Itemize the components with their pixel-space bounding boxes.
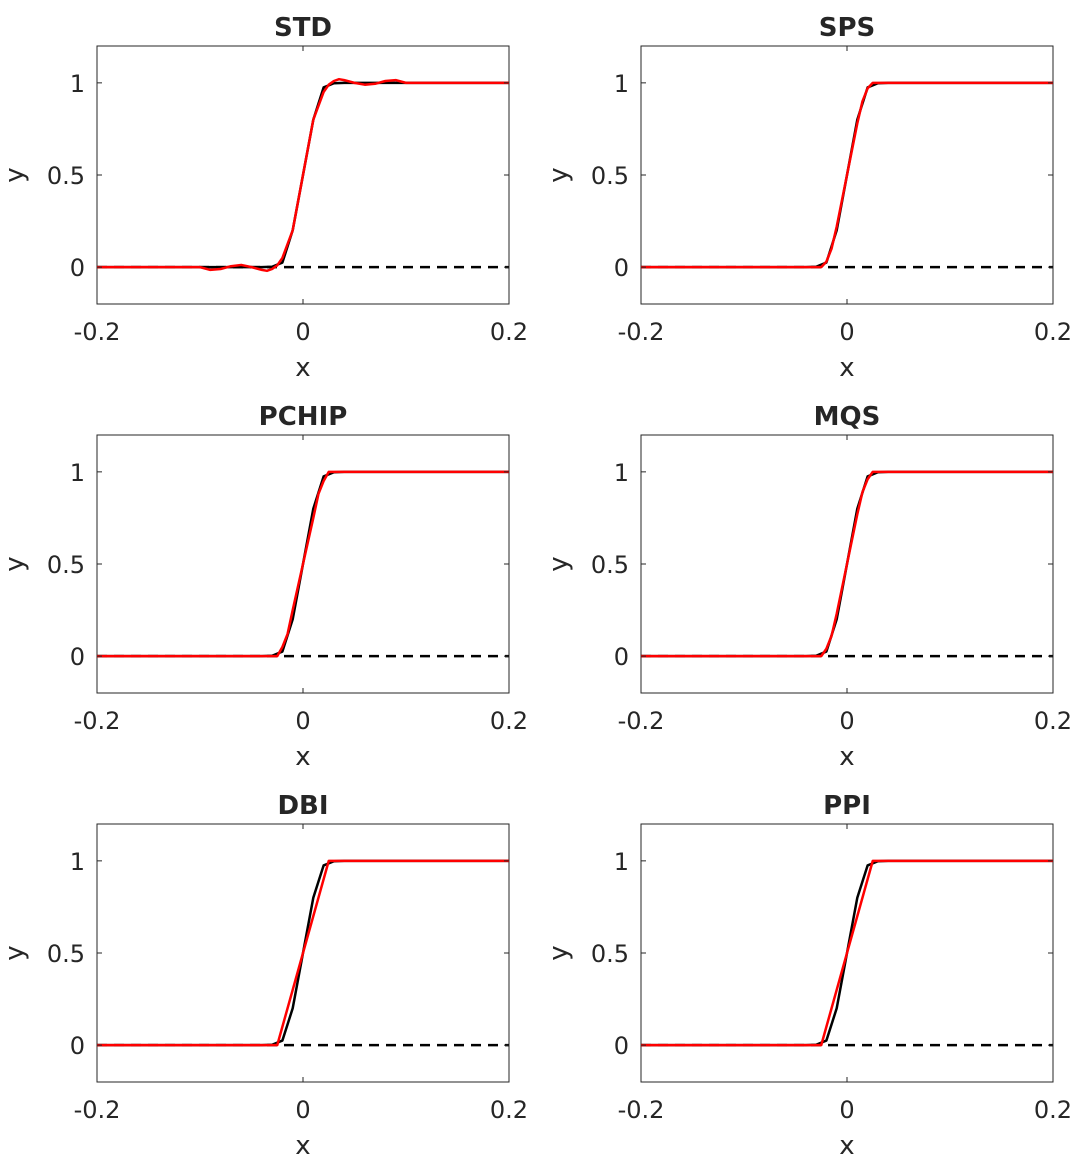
- x-tick-label: 0.2: [1034, 318, 1072, 346]
- y-tick-label: 0: [614, 643, 629, 671]
- subplot-pchip: -0.2 0 0.2 0 0.5 1 PCHIP x y: [0, 402, 528, 772]
- y-axis-label: y: [0, 167, 30, 182]
- y-tick-label: 0: [614, 254, 629, 282]
- y-tick-label: 1: [70, 848, 85, 876]
- y-tick-label: 0.5: [47, 940, 85, 968]
- x-axis-label: x: [295, 742, 310, 772]
- subplot-title: DBI: [277, 791, 328, 821]
- x-tick-label: 0: [839, 318, 854, 346]
- y-axis-label: y: [544, 945, 574, 960]
- subplot-sps: -0.2 0 0.2 0 0.5 1 SPS x y: [544, 13, 1072, 383]
- x-tick-label: 0.2: [490, 318, 528, 346]
- interpolant-curve: [97, 470, 509, 658]
- x-tick-label: 0.2: [490, 1096, 528, 1124]
- x-tick-label: 0.2: [1034, 707, 1072, 735]
- y-axis-label: y: [0, 945, 30, 960]
- x-axis-label: x: [295, 353, 310, 383]
- interpolant-curve: [97, 859, 509, 1047]
- x-axis-label: x: [839, 353, 854, 383]
- y-tick-label: 0: [614, 1032, 629, 1060]
- y-tick-label: 0.5: [47, 162, 85, 190]
- interpolant-curve: [641, 81, 1053, 269]
- y-tick-label: 0: [70, 643, 85, 671]
- x-tick-label: -0.2: [618, 707, 665, 735]
- subplot-title: MQS: [814, 402, 881, 432]
- y-axis-label: y: [0, 556, 30, 571]
- subplot-ppi: -0.2 0 0.2 0 0.5 1 PPI x y: [544, 791, 1072, 1161]
- y-tick-label: 1: [614, 459, 629, 487]
- subplot-title: SPS: [819, 13, 876, 43]
- y-tick-label: 0.5: [47, 551, 85, 579]
- subplot-title: PPI: [823, 791, 871, 821]
- y-tick-label: 0.5: [591, 162, 629, 190]
- y-tick-label: 1: [614, 848, 629, 876]
- subplot-dbi: -0.2 0 0.2 0 0.5 1 DBI x y: [0, 791, 528, 1161]
- y-tick-label: 0.5: [591, 551, 629, 579]
- x-tick-label: -0.2: [618, 318, 665, 346]
- x-tick-label: -0.2: [74, 707, 121, 735]
- subplot-title: PCHIP: [259, 402, 348, 432]
- subplot-std: -0.2 0 0.2 0 0.5 1 STD x y: [0, 13, 528, 383]
- y-tick-label: 0: [70, 1032, 85, 1060]
- x-tick-label: 0: [295, 707, 310, 735]
- x-axis-label: x: [839, 742, 854, 772]
- x-tick-label: 0.2: [1034, 1096, 1072, 1124]
- x-tick-label: 0: [295, 1096, 310, 1124]
- x-tick-label: -0.2: [74, 1096, 121, 1124]
- y-tick-label: 1: [614, 70, 629, 98]
- x-tick-label: 0: [839, 707, 854, 735]
- x-tick-label: 0: [839, 1096, 854, 1124]
- y-axis-label: y: [544, 556, 574, 571]
- y-tick-label: 0: [70, 254, 85, 282]
- y-tick-label: 1: [70, 459, 85, 487]
- y-tick-label: 0.5: [591, 940, 629, 968]
- x-tick-label: -0.2: [74, 318, 121, 346]
- x-axis-label: x: [839, 1131, 854, 1161]
- x-tick-label: 0.2: [490, 707, 528, 735]
- subplot-mqs: -0.2 0 0.2 0 0.5 1 MQS x y: [544, 402, 1072, 772]
- interpolant-curve: [641, 470, 1053, 658]
- interpolant-curve: [97, 77, 509, 273]
- interpolant-curve: [641, 859, 1053, 1047]
- y-tick-label: 1: [70, 70, 85, 98]
- subplot-title: STD: [274, 13, 332, 43]
- x-tick-label: 0: [295, 318, 310, 346]
- x-axis-label: x: [295, 1131, 310, 1161]
- y-axis-label: y: [544, 167, 574, 182]
- x-tick-label: -0.2: [618, 1096, 665, 1124]
